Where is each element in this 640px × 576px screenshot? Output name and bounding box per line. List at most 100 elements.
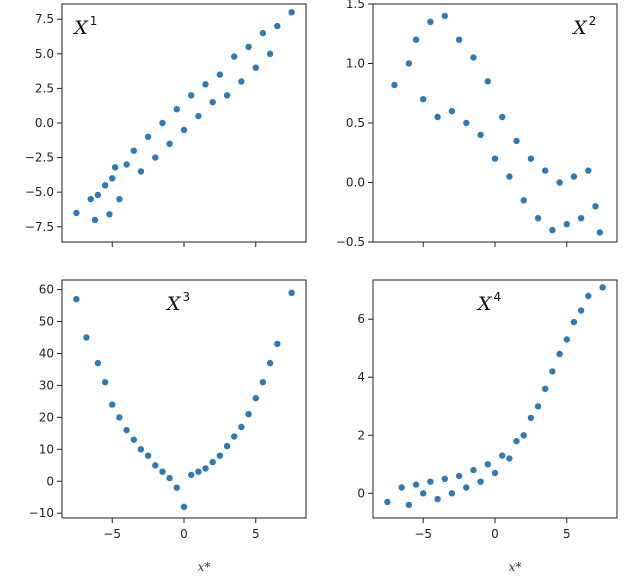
y-tick-label: 0.0: [35, 116, 54, 130]
scatter-point: [123, 161, 130, 168]
scatter-point: [252, 64, 259, 71]
scatter-point: [470, 54, 477, 61]
panel-x4: 6 4 2 0 −5 0 5 X 4 x*: [357, 279, 618, 574]
x-tick-label: 0: [180, 527, 188, 541]
scatter-point: [288, 289, 295, 296]
y-tick-label: 2.5: [35, 81, 54, 95]
scatter-point: [570, 173, 578, 180]
scatter-point: [166, 474, 173, 482]
scatter-point: [527, 414, 535, 422]
scatter-point: [180, 503, 188, 510]
scatter-point: [542, 167, 549, 174]
scatter-point: [527, 155, 535, 162]
scatter-point: [520, 432, 527, 439]
scatter-point: [542, 385, 549, 392]
scatter-point: [549, 226, 556, 234]
x-axis-label: x*: [198, 560, 211, 574]
scatter-point: [94, 359, 102, 367]
scatter-point: [463, 119, 470, 127]
x-tick-label: 0: [491, 527, 499, 541]
scatter-point: [231, 433, 238, 440]
scatter-point: [455, 472, 463, 480]
axes-frame: [61, 279, 307, 519]
scatter-point: [585, 167, 592, 174]
scatter-point: [137, 168, 145, 175]
scatter-point: [137, 446, 145, 453]
y-tick-label: −10: [29, 506, 54, 520]
scatter-point: [116, 195, 123, 203]
scatter-point: [427, 18, 434, 25]
scatter-point: [405, 501, 413, 509]
scatter-point: [195, 468, 202, 475]
axes-frame: [61, 3, 307, 243]
scatter-point: [391, 81, 398, 89]
scatter-point: [73, 296, 80, 303]
scatter-point: [577, 307, 585, 314]
scatter-point: [427, 478, 434, 485]
scatter-point: [420, 96, 427, 103]
panel-title-superscript: 4: [493, 290, 501, 304]
axes-frame: [372, 279, 618, 519]
x-tick-label: −5: [103, 527, 121, 541]
scatter-point: [245, 43, 252, 51]
point-cloud: [384, 284, 606, 509]
panel-x3: 60 50 40 30 20 10 0 −10 −5 0 5 X 3 x*: [29, 279, 307, 574]
scatter-point: [513, 137, 520, 145]
y-tick-label: 0: [46, 474, 54, 488]
scatter-point: [484, 78, 491, 85]
panel-x1: 7.5 5.0 2.5 0.0 −2.5 −5.0 −7.5 X 1: [25, 3, 307, 247]
scatter-point: [188, 471, 195, 479]
y-tick-label: −5.0: [25, 185, 54, 199]
scatter-point: [412, 36, 420, 43]
y-tick-label: 5.0: [35, 47, 54, 61]
point-cloud: [391, 12, 603, 236]
scatter-point: [549, 368, 556, 375]
y-tick-label: 0.0: [346, 176, 365, 190]
x-tick-label: −5: [414, 527, 432, 541]
y-tick-label: 1.0: [346, 57, 365, 71]
panel-title-superscript: 3: [182, 290, 190, 304]
panel-title-superscript: 2: [589, 14, 597, 28]
scatter-point: [223, 442, 231, 450]
scatter-point: [101, 379, 109, 386]
scatter-point: [101, 182, 109, 189]
y-tick-label: 1.5: [346, 0, 365, 11]
panel-title-superscript: 1: [90, 14, 98, 28]
x-tick-label: 5: [252, 527, 260, 541]
y-tick-label: 7.5: [35, 12, 54, 26]
scatter-point: [585, 292, 592, 300]
scatter-point: [513, 437, 520, 445]
scatter-point: [384, 498, 391, 506]
scatter-point: [506, 173, 513, 180]
y-tick-label: −2.5: [25, 151, 54, 165]
scatter-point: [405, 60, 413, 67]
scatter-point: [202, 465, 209, 472]
scatter-point: [144, 452, 152, 459]
scatter-point: [173, 106, 180, 113]
y-tick-label: 2: [357, 428, 365, 442]
scatter-point: [152, 154, 159, 161]
scatter-point: [152, 462, 159, 469]
scatter-point: [109, 401, 116, 408]
scatter-point: [520, 197, 527, 204]
y-tick-label: −7.5: [25, 220, 54, 234]
scatter-point: [188, 92, 195, 99]
scatter-point: [73, 209, 80, 217]
scatter-point: [499, 452, 506, 459]
scatter-point: [491, 155, 499, 162]
scatter-point: [563, 336, 570, 343]
scatter-point: [470, 466, 477, 474]
scatter-point: [252, 395, 259, 402]
point-cloud: [73, 289, 295, 510]
scatter-point: [556, 350, 563, 358]
scatter-point: [106, 211, 113, 218]
scatter-point: [130, 147, 137, 154]
scatter-point: [87, 195, 94, 203]
scatter-point: [274, 22, 281, 30]
scatter-point: [398, 484, 405, 491]
y-tick-label: 50: [39, 315, 54, 329]
scatter-point: [111, 164, 119, 171]
y-tick-label: 10: [39, 442, 54, 456]
